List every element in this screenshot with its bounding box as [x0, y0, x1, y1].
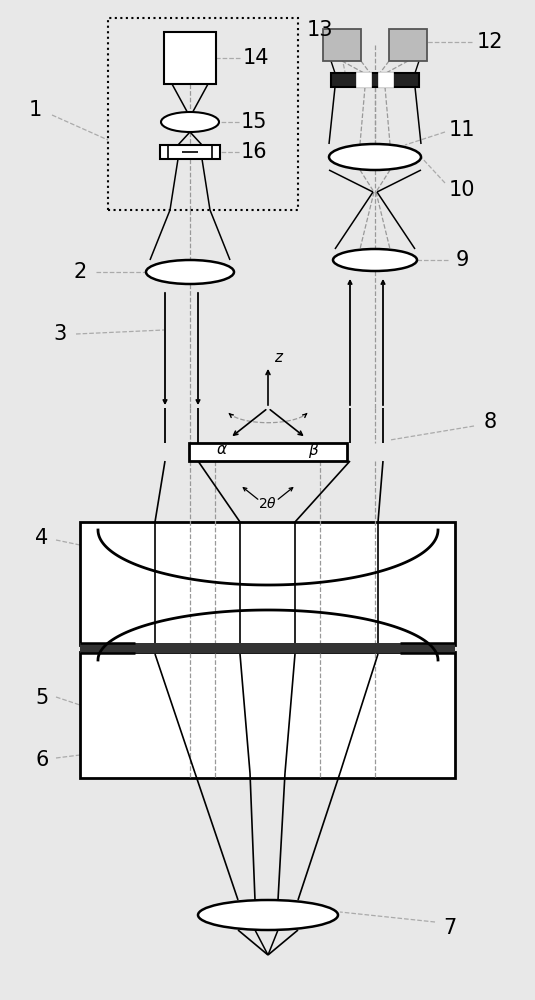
Bar [189, 443, 347, 461]
Text: 14: 14 [243, 48, 269, 68]
Text: 1: 1 [28, 100, 42, 120]
Bar [80, 643, 455, 653]
Ellipse shape [161, 112, 219, 132]
Text: 4: 4 [35, 528, 49, 548]
Text: 13: 13 [307, 20, 333, 40]
Bar [80, 652, 455, 778]
Text: 3: 3 [54, 324, 67, 344]
Text: 11: 11 [449, 120, 475, 140]
Text: $2\theta$: $2\theta$ [258, 495, 278, 510]
Bar [357, 73, 371, 87]
Text: 9: 9 [455, 250, 469, 270]
Text: 10: 10 [449, 180, 475, 200]
Text: 8: 8 [484, 412, 496, 432]
Bar [160, 145, 220, 159]
Ellipse shape [146, 260, 234, 284]
Text: 6: 6 [35, 750, 49, 770]
Bar [164, 32, 216, 84]
Bar [331, 73, 419, 87]
Bar [323, 29, 361, 61]
Text: z: z [274, 351, 282, 365]
Text: 16: 16 [241, 142, 268, 162]
Bar [379, 73, 393, 87]
Bar [108, 18, 298, 210]
Text: 7: 7 [444, 918, 457, 938]
Bar [80, 522, 455, 645]
Text: $\beta$: $\beta$ [308, 440, 319, 460]
Ellipse shape [198, 900, 338, 930]
Ellipse shape [329, 144, 421, 170]
Text: 5: 5 [35, 688, 49, 708]
Text: $\alpha$: $\alpha$ [216, 442, 228, 458]
Text: 15: 15 [241, 112, 268, 132]
Text: 2: 2 [73, 262, 87, 282]
Ellipse shape [333, 249, 417, 271]
Text: 12: 12 [477, 32, 503, 52]
Bar [389, 29, 427, 61]
